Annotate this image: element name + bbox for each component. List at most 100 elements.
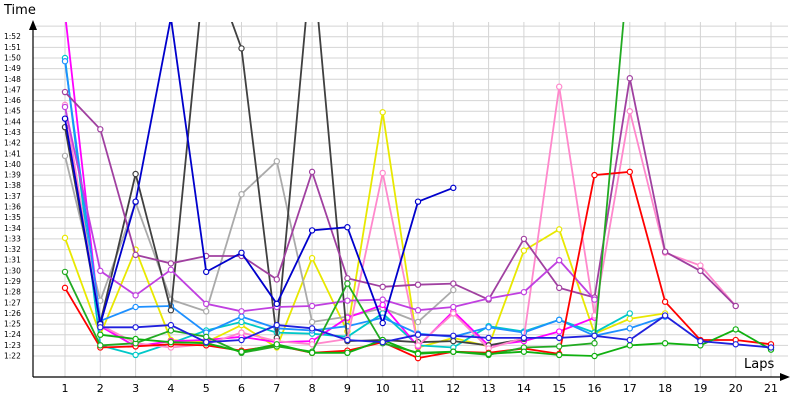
data-point [556,316,563,324]
y-tick-label: 1:50 [4,54,21,63]
data-point [697,262,704,269]
y-tick-label: 1:49 [4,64,21,73]
data-point [379,301,386,309]
data-point [238,45,245,52]
y-tick-label: 1:25 [4,320,21,329]
x-tick-label: 18 [658,382,672,395]
data-point [379,319,386,327]
y-tick-labels: 1:22 1:23 1:241:25 1:26 1:271:28 1:29 1:301:31… [4,32,21,360]
y-tick-label: 1:42 [4,139,21,148]
data-point [273,321,280,329]
data-point [132,251,139,259]
series-line [64,22,454,326]
data-point [626,336,634,344]
series-line [64,78,737,307]
x-tick-label: 17 [623,382,637,395]
data-point [626,342,634,349]
x-tick-label: 8 [309,382,316,395]
data-point [626,108,634,115]
data-point [626,310,634,317]
data-point [414,318,422,326]
data-point [626,315,634,322]
data-point [238,336,245,344]
x-tick-labels: 1 2 3 4 5 6 7 8 9 10 11 12 13 14 15 16 17 18 19 20 21 [62,382,779,395]
data-point [450,184,457,192]
data-point [556,83,563,90]
data-point [661,248,669,255]
series-line [100,328,772,357]
series-13 [97,326,775,360]
grid [33,22,788,377]
series-12 [61,22,625,359]
data-point [450,303,457,311]
x-tick-label: 21 [764,382,778,395]
data-point [344,224,351,231]
y-tick-label: 1:27 [4,298,21,307]
x-tick-label: 9 [344,382,351,395]
y-tick-label: 1:35 [4,213,21,222]
data-point [132,303,139,311]
data-point [308,227,316,234]
data-point [450,348,457,355]
data-point [132,170,139,178]
data-point [520,288,528,296]
data-point [591,332,598,339]
x-tick-label: 14 [517,382,531,395]
data-point [202,338,210,346]
y-tick-label: 1:26 [4,309,21,318]
y-tick-label: 1:47 [4,85,21,94]
data-point [591,171,598,179]
x-tick-label: 19 [693,382,707,395]
data-point [238,348,245,355]
y-tick-label: 1:38 [4,181,21,190]
data-point [767,344,775,351]
x-tick-label: 20 [729,382,743,395]
data-point [379,283,386,291]
data-point [556,257,563,264]
y-tick-label: 1:22 [4,352,21,361]
data-point [97,267,104,275]
x-tick-label: 1 [62,382,69,395]
data-point [344,297,351,304]
x-tick-label: 3 [132,382,139,395]
data-point [379,169,386,177]
x-tick-label: 13 [482,382,496,395]
data-point [97,342,104,349]
y-tick-label: 1:43 [4,128,21,137]
y-tick-label: 1:37 [4,192,21,201]
data-point [202,308,210,315]
data-point [167,266,175,273]
y-tick-label: 1:52 [4,32,21,41]
data-point [61,115,69,122]
data-point [167,260,175,267]
data-point [661,298,669,305]
data-point [379,109,386,116]
data-point [556,226,563,233]
data-point [414,342,422,349]
series-line [64,106,596,313]
data-point [308,341,316,348]
x-tick-label: 16 [588,382,602,395]
data-point [308,254,316,262]
data-point [661,312,669,319]
y-tick-label: 1:39 [4,171,21,180]
data-point [238,191,245,198]
data-point [97,331,104,338]
data-point [132,335,139,343]
data-point [485,295,492,302]
x-tick-label: 4 [167,382,174,395]
data-point [238,318,245,326]
series-8 [61,75,739,310]
x-tick-label: 10 [376,382,390,395]
data-point [97,126,104,133]
data-point [591,352,598,360]
data-point [414,350,422,358]
data-point [556,328,563,335]
data-point [132,292,139,299]
data-point [273,341,280,348]
data-point [308,168,316,176]
data-point [450,337,457,345]
data-point [697,337,704,345]
data-point [450,332,457,339]
